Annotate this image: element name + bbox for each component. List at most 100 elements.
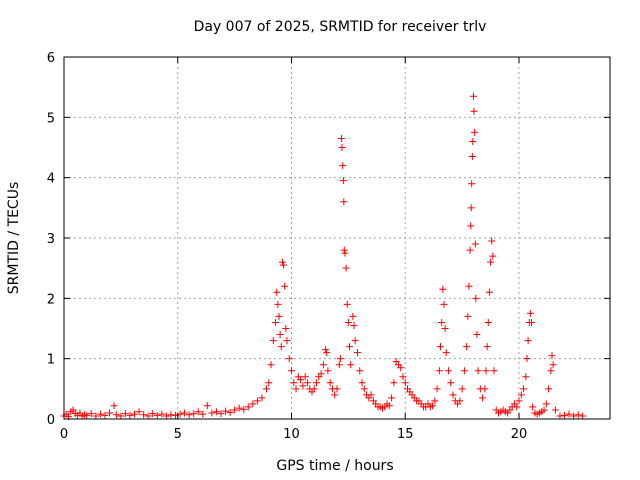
data-point (92, 412, 100, 420)
data-point (358, 379, 366, 387)
data-point (212, 408, 220, 416)
data-point (288, 367, 295, 375)
data-point (208, 409, 216, 417)
y-axis-label: SRMTID / TECUs (6, 182, 22, 295)
data-point (556, 412, 564, 420)
data-point (153, 411, 161, 419)
data-point (240, 405, 248, 413)
data-point (338, 144, 346, 151)
data-point (326, 379, 334, 387)
data-point (437, 343, 445, 351)
data-point (339, 177, 347, 185)
data-point (433, 385, 441, 393)
data-point (280, 261, 288, 269)
data-point (162, 412, 170, 420)
data-point (399, 373, 407, 381)
data-point (110, 402, 118, 410)
data-point (338, 134, 346, 142)
data-point (323, 349, 331, 357)
data-point (277, 343, 285, 351)
data-point (149, 410, 157, 418)
data-point (269, 337, 277, 345)
data-point (69, 406, 77, 414)
data-point (367, 391, 375, 399)
data-point (522, 373, 530, 381)
y-tick-label: 1 (47, 353, 55, 368)
data-point (126, 411, 134, 419)
data-point (135, 408, 143, 416)
data-point (570, 412, 578, 420)
data-point (140, 411, 148, 419)
data-point (520, 385, 528, 393)
data-points (60, 92, 587, 421)
data-point (565, 410, 573, 418)
data-point (342, 264, 350, 272)
data-point (339, 162, 347, 170)
data-point (324, 367, 332, 375)
data-point (276, 331, 284, 339)
data-point (401, 379, 409, 387)
data-point (275, 312, 283, 320)
data-point (438, 318, 446, 326)
x-tick-label: 20 (511, 427, 528, 442)
data-point (479, 394, 487, 402)
x-tick-labels: 0 5 10 15 20 (60, 427, 527, 442)
data-point (217, 410, 225, 418)
data-point (303, 379, 311, 387)
data-point (121, 410, 129, 418)
data-point (470, 92, 477, 100)
data-point (231, 406, 239, 414)
data-point (467, 222, 475, 230)
data-point (331, 391, 339, 399)
data-point (463, 343, 471, 351)
data-point (549, 361, 557, 369)
data-point (258, 394, 266, 402)
data-point (439, 285, 447, 293)
data-point (484, 318, 492, 326)
y-tick-label: 3 (47, 232, 55, 247)
data-point (262, 385, 270, 393)
data-point (117, 412, 125, 420)
data-point (473, 331, 481, 339)
data-point (299, 382, 307, 390)
data-point (144, 412, 152, 420)
y-tick-label: 0 (47, 413, 55, 428)
data-point (278, 258, 286, 266)
data-point (310, 385, 318, 393)
x-tick-label: 5 (174, 427, 182, 442)
data-point (347, 361, 355, 369)
y-tick-label: 6 (47, 51, 55, 66)
data-point (523, 355, 531, 363)
data-point (429, 402, 437, 410)
data-point (112, 411, 120, 419)
x-axis-label: GPS time / hours (276, 458, 393, 474)
data-point (526, 309, 534, 317)
data-point (397, 364, 405, 372)
data-point (490, 367, 498, 375)
data-point (482, 367, 490, 375)
data-point (341, 249, 349, 257)
data-point (542, 400, 550, 408)
data-point (282, 325, 290, 332)
data-point (561, 411, 568, 419)
data-point (524, 337, 532, 345)
data-point (267, 361, 275, 369)
data-point (185, 411, 193, 419)
data-point (274, 300, 282, 308)
x-tick-label: 15 (397, 427, 414, 442)
data-point (322, 346, 330, 354)
data-point (319, 361, 327, 369)
data-point (458, 385, 466, 393)
data-point (301, 373, 309, 381)
data-point (353, 349, 361, 357)
data-point (469, 137, 477, 145)
data-point (488, 237, 496, 245)
y-tick-label: 4 (47, 172, 55, 187)
data-point (249, 400, 257, 408)
data-point (265, 379, 273, 387)
data-point (548, 352, 556, 360)
data-point (390, 379, 398, 387)
data-point (292, 385, 300, 393)
data-point (253, 397, 261, 405)
